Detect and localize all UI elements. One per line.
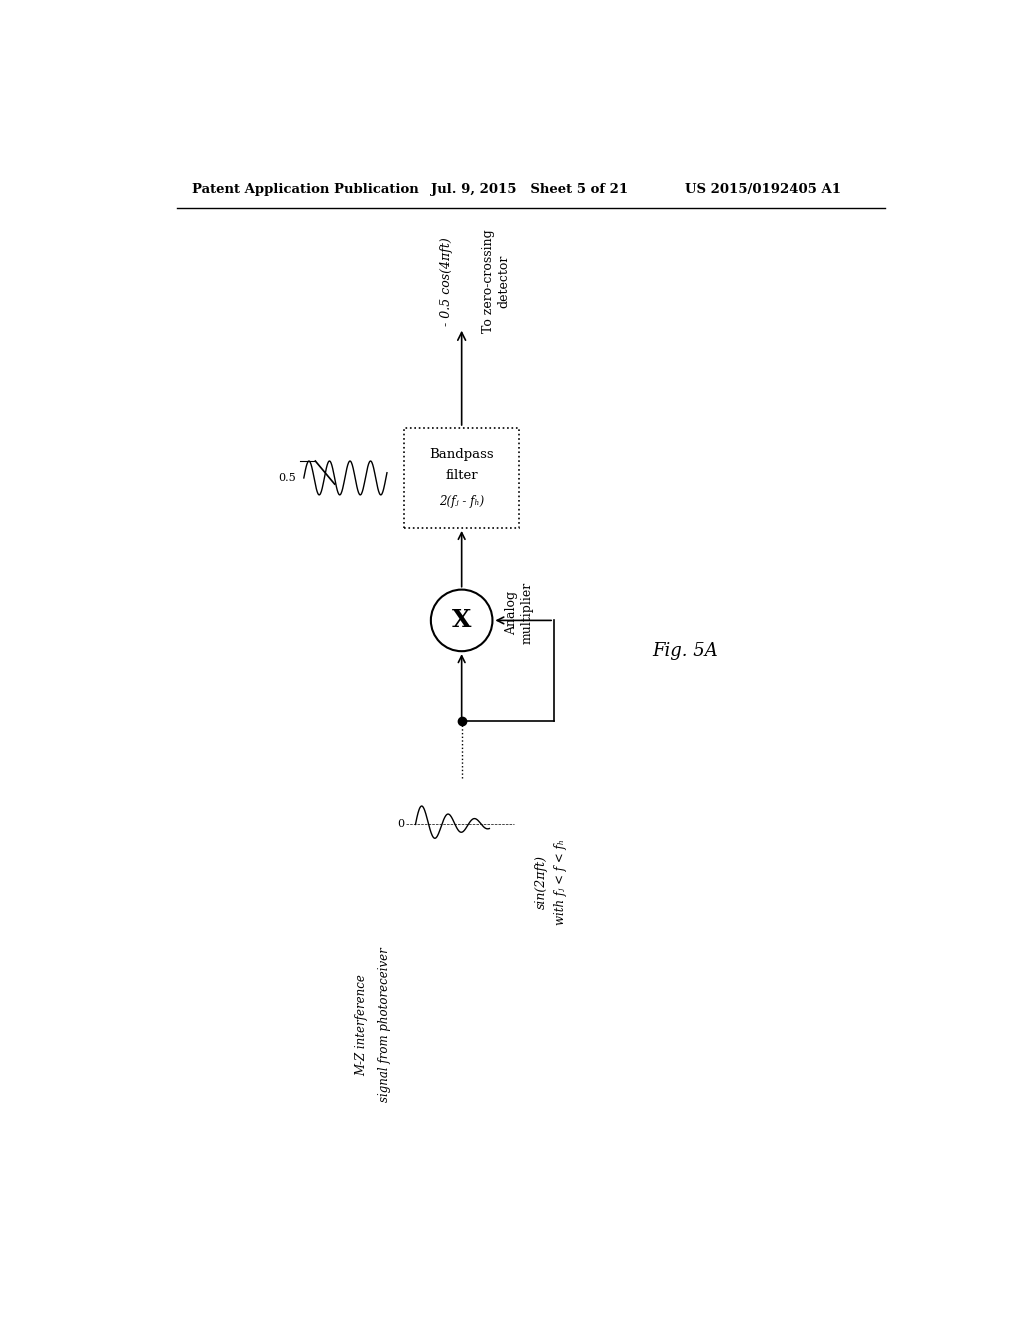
Text: with fⱼ < f < fₕ: with fⱼ < f < fₕ (554, 840, 567, 925)
Text: US 2015/0192405 A1: US 2015/0192405 A1 (685, 182, 841, 195)
Text: - 0.5 cos(4πft): - 0.5 cos(4πft) (439, 238, 453, 326)
Text: To zero-crossing: To zero-crossing (482, 230, 496, 334)
Text: Fig. 5A: Fig. 5A (652, 643, 718, 660)
Text: sin(2πft): sin(2πft) (535, 855, 548, 909)
Text: 2(fⱼ - fₕ): 2(fⱼ - fₕ) (439, 495, 484, 508)
Text: Bandpass: Bandpass (429, 449, 494, 462)
Text: multiplier: multiplier (520, 582, 534, 644)
Text: X: X (452, 609, 471, 632)
Text: signal from photoreceiver: signal from photoreceiver (378, 948, 391, 1102)
Text: detector: detector (498, 255, 511, 309)
Text: Patent Application Publication: Patent Application Publication (193, 182, 419, 195)
Text: Analog: Analog (505, 590, 518, 635)
Bar (403, 428, 519, 528)
Text: 0.5: 0.5 (279, 473, 296, 483)
Text: M-Z interference: M-Z interference (355, 974, 368, 1076)
Text: Jul. 9, 2015   Sheet 5 of 21: Jul. 9, 2015 Sheet 5 of 21 (431, 182, 628, 195)
Text: filter: filter (445, 469, 478, 482)
Text: 0: 0 (396, 820, 403, 829)
